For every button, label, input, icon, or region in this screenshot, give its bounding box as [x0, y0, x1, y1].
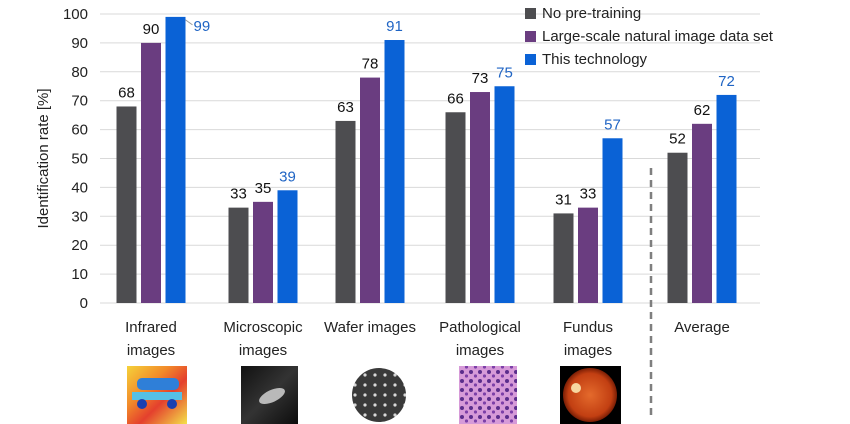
bar [165, 16, 186, 303]
category-label: Average [674, 319, 730, 336]
bar [277, 190, 298, 303]
legend-swatch [525, 54, 536, 65]
bar [494, 86, 515, 303]
bars [116, 16, 737, 304]
bar [470, 92, 490, 303]
category-label: images [239, 342, 287, 359]
fundus-thumbnail [560, 366, 621, 424]
data-label: 33 [230, 186, 247, 203]
legend-label: This technology [542, 51, 648, 68]
y-tick-label: 70 [71, 93, 88, 110]
legend-label: Large-scale natural image data set [542, 28, 774, 45]
y-tick-label: 40 [71, 179, 88, 196]
infrared-thumbnail [127, 366, 187, 424]
data-label: 52 [669, 131, 686, 148]
pathological-thumbnail [459, 366, 517, 424]
wafer-thumbnail [350, 366, 408, 424]
bar [553, 213, 574, 303]
category-label: Fundus [563, 319, 613, 336]
gridlines [100, 13, 760, 304]
category-label: Infrared [125, 319, 177, 336]
label-leader-line [185, 19, 193, 26]
bar [445, 112, 466, 303]
bar [692, 123, 712, 303]
data-label: 78 [362, 56, 379, 73]
data-label: 72 [718, 73, 735, 90]
y-tick-label: 20 [71, 237, 88, 254]
y-tick-label: 30 [71, 208, 88, 225]
legend-label: No pre-training [542, 5, 641, 22]
category-labels: Infrared images Microscopic images Wafer ima… [125, 319, 730, 359]
sample-thumbnails [127, 366, 621, 424]
bar [360, 77, 380, 303]
legend-swatch [525, 31, 536, 42]
bar [335, 120, 356, 304]
y-tick-label: 50 [71, 151, 88, 168]
y-tick-label: 100 [63, 6, 88, 23]
bar [602, 138, 623, 303]
y-tick-label: 80 [71, 64, 88, 81]
data-label: 73 [472, 70, 489, 87]
microscopic-thumbnail [241, 366, 298, 424]
category-label: images [456, 342, 504, 359]
data-labels: 68 90 99 33 35 39 63 78 91 66 73 75 31 33 57 52 62 72 [118, 18, 735, 209]
data-label: 75 [496, 64, 513, 81]
bar [116, 106, 137, 303]
bar [667, 152, 688, 303]
data-label: 31 [555, 191, 572, 208]
data-label: 90 [143, 21, 160, 38]
data-label: 35 [255, 180, 272, 197]
bar [384, 40, 405, 303]
category-label: images [564, 342, 612, 359]
data-label: 66 [447, 90, 464, 107]
category-label: images [127, 342, 175, 359]
data-label: 68 [118, 84, 135, 101]
y-tick-label: 0 [80, 295, 88, 312]
legend-swatch [525, 8, 536, 19]
y-tick-label: 90 [71, 35, 88, 52]
data-label: 91 [386, 18, 403, 35]
category-label: Pathological [439, 319, 521, 336]
category-label: Wafer images [324, 319, 416, 336]
category-label: Microscopic [223, 319, 303, 336]
y-axis-ticks: 0 10 20 30 40 50 60 70 80 90 100 [63, 6, 88, 312]
bar [228, 207, 249, 303]
bar [716, 94, 737, 303]
data-label: 39 [279, 168, 296, 185]
data-label: 33 [580, 186, 597, 203]
legend: No pre-training Large-scale natural image… [525, 5, 774, 68]
y-tick-label: 60 [71, 122, 88, 139]
data-label: 62 [694, 102, 711, 119]
bar [578, 207, 598, 303]
bar [141, 42, 161, 304]
bar [253, 201, 273, 303]
data-label: 57 [604, 116, 621, 133]
y-tick-label: 10 [71, 266, 88, 283]
data-label: 63 [337, 99, 354, 116]
data-label: 99 [194, 18, 211, 35]
y-axis-label: Identification rate [%] [35, 88, 52, 228]
